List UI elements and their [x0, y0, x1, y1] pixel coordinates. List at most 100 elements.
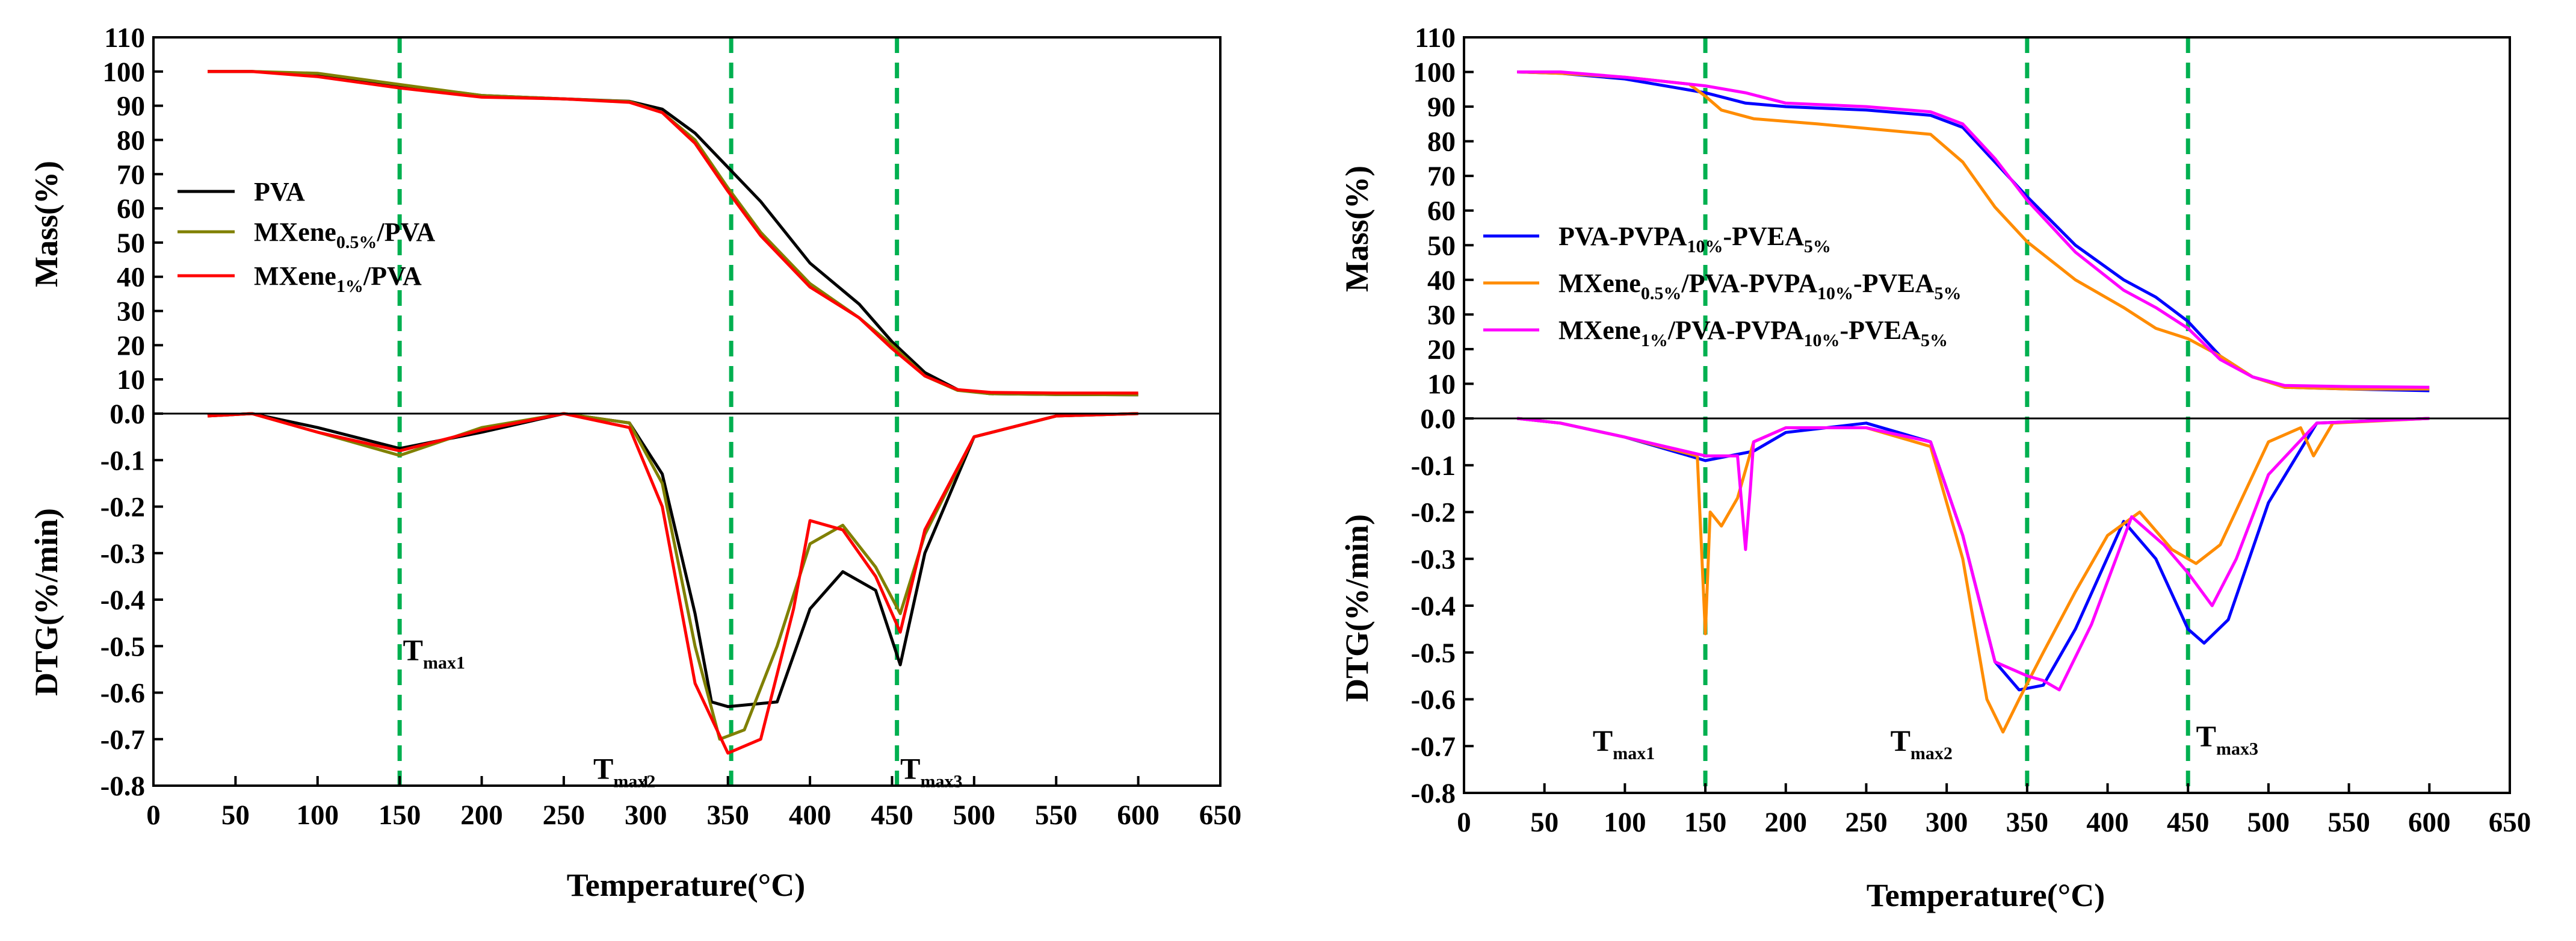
legend-label-pva: PVA — [254, 177, 305, 207]
x-tick-label: 0 — [146, 800, 161, 831]
mass-y-tick-label: 10 — [117, 364, 145, 396]
x-tick-label: 500 — [2247, 807, 2290, 838]
mass-y-tick-label: 100 — [1413, 57, 1456, 89]
left-legend: PVA MXene0.5%/PVA MXene1%/PVA — [178, 177, 436, 296]
mass-y-tick-label: 90 — [117, 91, 145, 122]
left-ylabel-mass: Mass(%) — [28, 161, 64, 287]
mass-y-tick-label: 60 — [117, 193, 145, 225]
dtg-y-tick-label: -0.7 — [1411, 731, 1456, 762]
x-tick-label: 650 — [2489, 807, 2531, 838]
dtg-y-tick-label: 0.0 — [110, 399, 145, 430]
legend-label-pva-pvpa: PVA-PVPA10%-PVEA5% — [1558, 222, 1831, 256]
x-tick-label: 400 — [789, 800, 832, 831]
right-panel: 0 50 100 150 200 250 300 350 400 450 500 550 600 6500… — [1339, 22, 2531, 913]
dtg-series-pva — [207, 412, 1138, 709]
x-tick-label: 200 — [460, 800, 503, 831]
tmax-annotation-max3: Tmax3 — [2196, 719, 2258, 759]
tmax-annotation-max1: Tmax1 — [403, 633, 465, 672]
mass-series-mxene1-pva — [208, 70, 1138, 395]
left-vlines — [397, 37, 900, 786]
dtg-y-tick-label: -0.4 — [100, 585, 145, 616]
dtg-y-tick-label: -0.4 — [1411, 591, 1456, 622]
x-tick-label: 550 — [2327, 807, 2370, 838]
dtg-y-tick-label: 0.0 — [1420, 403, 1456, 435]
mass-y-tick-label: 100 — [103, 57, 146, 88]
dtg-series-pva-pvpa10-pvea5 — [1516, 417, 2430, 692]
x-tick-label: 500 — [953, 800, 996, 831]
mass-y-tick-label: 80 — [1427, 126, 1456, 158]
dtg-y-tick-label: -0.3 — [1411, 544, 1456, 575]
tmax-annotation-max2: Tmax2 — [1891, 724, 1953, 763]
mass-y-tick-label: 30 — [1427, 299, 1456, 331]
x-tick-label: 100 — [1604, 807, 1646, 838]
x-tick-label: 400 — [2086, 807, 2129, 838]
mass-y-tick-label: 10 — [1427, 368, 1456, 400]
mass-y-tick-label: 110 — [1415, 22, 1456, 54]
legend-label-mxene1-pvpa: MXene1%/PVA-PVPA10%-PVEA5% — [1558, 315, 1948, 350]
right-legend: PVA-PVPA10%-PVEA5% MXene0.5%/PVA-PVPA10%… — [1483, 222, 1961, 350]
x-tick-label: 350 — [2006, 807, 2049, 838]
x-tick-label: 150 — [1684, 807, 1727, 838]
mass-y-tick-label: 20 — [1427, 334, 1456, 365]
dtg-series-mxene1-pva — [207, 412, 1138, 755]
mass-y-tick-label: 0 — [131, 399, 146, 430]
dtg-y-tick-label: -0.2 — [100, 492, 145, 523]
dtg-y-tick-label: -0.8 — [100, 771, 145, 802]
legend-label-mxene05: MXene0.5%/PVA — [254, 217, 436, 252]
legend-label-mxene1: MXene1%/PVA — [254, 261, 422, 296]
x-tick-label: 100 — [297, 800, 339, 831]
x-tick-label: 300 — [625, 800, 667, 831]
x-tick-label: 450 — [871, 800, 913, 831]
mass-y-tick-label: 40 — [1427, 265, 1456, 296]
right-vlines — [1703, 37, 2190, 793]
mass-y-tick-label: 0 — [1442, 403, 1456, 435]
dtg-y-tick-label: -0.3 — [100, 538, 145, 570]
left-xlabel: Temperature(°C) — [567, 867, 806, 903]
dtg-y-tick-label: -0.5 — [100, 631, 145, 662]
dtg-y-tick-label: -0.5 — [1411, 638, 1456, 669]
mass-y-tick-label: 70 — [1427, 161, 1456, 192]
mass-y-tick-label: 60 — [1427, 196, 1456, 227]
right-ylabel-mass: Mass(%) — [1339, 166, 1375, 292]
mass-y-tick-label: 80 — [117, 125, 145, 156]
x-tick-label: 0 — [1457, 807, 1471, 838]
left-series — [207, 70, 1138, 755]
mass-y-tick-label: 50 — [117, 228, 145, 259]
x-tick-label: 50 — [221, 800, 250, 831]
dtg-series-mxene1-pva-pvpa10-pvea5 — [1516, 417, 2430, 692]
right-plot-frame — [1463, 36, 2511, 794]
left-panel: 0 50 100 150 200 250 300 350 400 450 500 550 600 6500… — [28, 22, 1241, 903]
mass-series-mxene1-pva-pvpa10-pvea5 — [1517, 70, 2430, 389]
right-ylabel-dtg: DTG(%/min) — [1339, 514, 1375, 702]
legend-label-mxene05-pvpa: MXene0.5%/PVA-PVPA10%-PVEA5% — [1558, 269, 1961, 303]
x-tick-label: 550 — [1035, 800, 1078, 831]
right-series — [1516, 70, 2430, 734]
x-tick-label: 200 — [1765, 807, 1808, 838]
dtg-y-tick-label: -0.1 — [1411, 450, 1456, 482]
mass-y-tick-label: 90 — [1427, 92, 1456, 123]
x-tick-label: 350 — [706, 800, 749, 831]
x-tick-label: 300 — [1926, 807, 1968, 838]
dtg-y-tick-label: -0.7 — [100, 724, 145, 756]
mass-y-tick-label: 50 — [1427, 230, 1456, 261]
mass-y-tick-label: 70 — [117, 159, 145, 190]
x-tick-label: 450 — [2167, 807, 2210, 838]
x-tick-label: 250 — [543, 800, 585, 831]
mass-y-tick-label: 110 — [104, 22, 145, 54]
x-tick-label: 650 — [1199, 800, 1242, 831]
mass-y-tick-label: 40 — [117, 262, 145, 293]
left-ylabel-dtg: DTG(%/min) — [28, 508, 64, 696]
dtg-y-tick-label: -0.1 — [100, 445, 145, 476]
dtg-y-tick-label: -0.8 — [1411, 778, 1456, 809]
x-tick-label: 250 — [1845, 807, 1888, 838]
x-tick-label: 150 — [378, 800, 421, 831]
mass-y-tick-label: 20 — [117, 330, 145, 361]
mass-y-tick-label: 30 — [117, 296, 145, 328]
x-tick-label: 600 — [2408, 807, 2451, 838]
dtg-y-tick-label: -0.6 — [1411, 685, 1456, 716]
dtg-y-tick-label: -0.6 — [100, 678, 145, 709]
x-tick-label: 50 — [1530, 807, 1558, 838]
left-ticks: 0 50 100 150 200 250 300 350 400 450 500 550 600 6500… — [100, 22, 1242, 831]
